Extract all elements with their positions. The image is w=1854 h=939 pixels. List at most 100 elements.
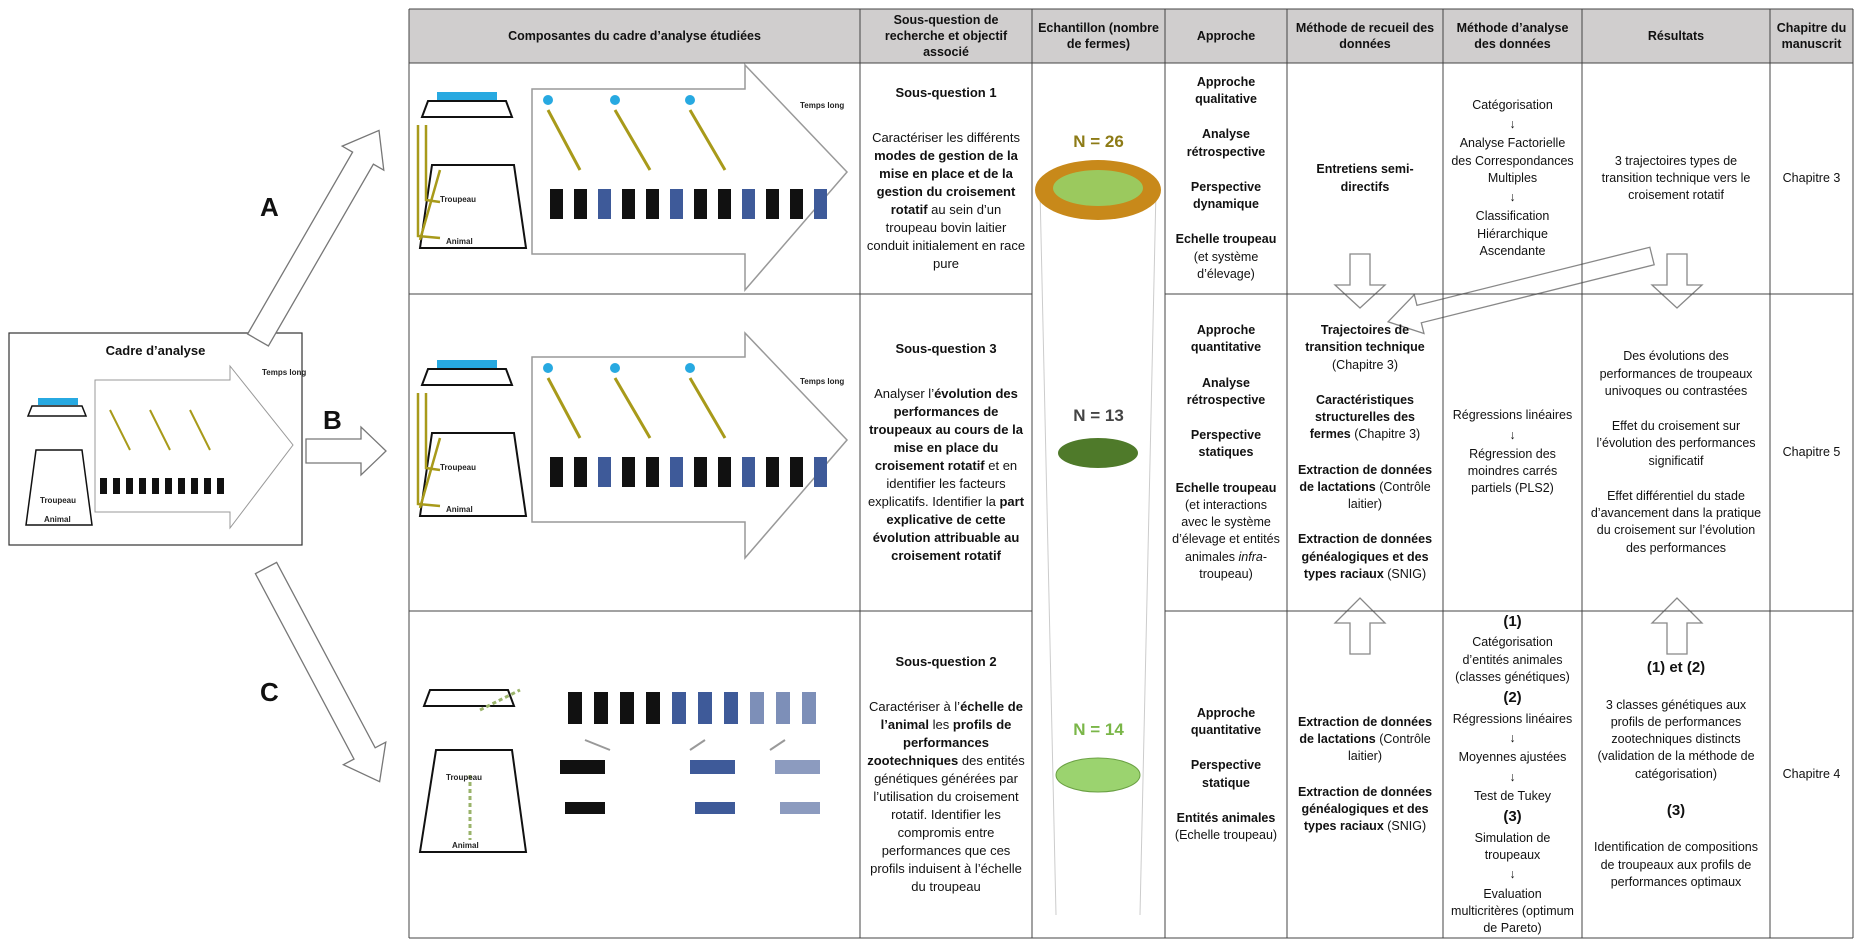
diagram-label: Troupeau	[440, 195, 476, 204]
text: (Chapitre 3)	[1332, 357, 1398, 372]
framework-title: Cadre d’analyse	[105, 342, 206, 358]
text: Régression des moindres carrés partiels …	[1467, 446, 1558, 496]
bold-text: échelle de l’animal	[880, 699, 1023, 733]
paragraph: ↓	[1509, 866, 1515, 883]
text: Test de Tukey	[1473, 788, 1552, 803]
paragraph: Analyse rétrospective	[1171, 375, 1281, 410]
diagram-bar	[790, 457, 803, 487]
diagram-label: Troupeau	[440, 463, 476, 472]
diagram-bar	[694, 189, 707, 219]
paragraph: (3)	[1503, 807, 1521, 828]
paragraph: Analyse rétrospective	[1171, 126, 1281, 161]
paragraph: Caractériser les différents modes de ges…	[866, 129, 1026, 273]
text: Régressions linéaires	[1452, 711, 1573, 726]
bold-text: Entretiens semi-directifs	[1316, 162, 1414, 194]
paragraph: Régression des moindres carrés partiels …	[1449, 446, 1576, 498]
bold-text: Extraction de données généalogiques et d…	[1297, 532, 1433, 581]
bold-text: Extraction de données de lactations	[1297, 714, 1433, 746]
paragraph: Echelle troupeau (et système d’élevage)	[1171, 231, 1281, 283]
paragraph: Des évolutions des performances de troup…	[1588, 348, 1764, 400]
bold-text: Echelle troupeau	[1175, 480, 1277, 495]
paragraph: Classification Hiérarchique Ascendante	[1449, 208, 1576, 260]
collection-cell: Trajectoires de transition technique (Ch…	[1287, 294, 1443, 611]
text: -troupeau)	[1199, 549, 1267, 581]
diagram-bar	[790, 189, 803, 219]
column-header: Composantes du cadre d’analyse étudiées	[508, 28, 761, 43]
text: Régressions linéaires	[1452, 408, 1573, 423]
text: infra	[1238, 549, 1263, 564]
chapter-cell: Chapitre 4	[1770, 611, 1853, 938]
diagram-bar	[594, 692, 608, 724]
diagram-label: Temps long	[262, 368, 306, 377]
diagram-bar	[750, 692, 764, 724]
diagram-bar	[814, 457, 827, 487]
diagram-bar	[574, 457, 587, 487]
diagram-label: Temps long	[800, 101, 844, 110]
paragraph: Perspective dynamique	[1171, 179, 1281, 214]
analysis-cell: Régressions linéaires ↓ Régression des moi…	[1443, 294, 1582, 611]
chapter-label: Chapitre 5	[1782, 444, 1841, 459]
diagram-bar	[766, 457, 779, 487]
paragraph: Catégorisation	[1472, 97, 1553, 114]
diagram-bar	[126, 478, 133, 494]
sample-size: N = 14	[1073, 720, 1124, 739]
bold-text: (3)	[1666, 801, 1686, 819]
text: Analyser l’	[874, 386, 935, 402]
column-header: Résultats	[1647, 28, 1705, 43]
paragraph: Identification de compositions de troupe…	[1588, 839, 1764, 891]
diagram-label: Animal	[452, 841, 479, 850]
text: et en identifier les facteurs explicatif…	[867, 458, 1018, 509]
collection-cell: Entretiens semi-directifs	[1287, 63, 1443, 294]
diagram-bar	[622, 457, 635, 487]
paragraph: 3 trajectoires types de transition techn…	[1588, 153, 1764, 205]
paragraph: Entretiens semi-directifs	[1293, 161, 1437, 196]
paragraph: Perspective statique	[1171, 757, 1281, 792]
diagram-bar	[670, 189, 683, 219]
paragraph: Extraction de données généalogiques et d…	[1293, 784, 1437, 836]
subquestion-cell: Sous-question 1 Caractériser les différen…	[860, 63, 1032, 294]
diagram-bar	[598, 457, 611, 487]
paragraph: Approche quantitative	[1171, 705, 1281, 740]
bold-text: (1)	[1503, 612, 1522, 630]
text: Des évolutions des performances de troup…	[1599, 349, 1753, 398]
branch-label: A	[260, 192, 279, 222]
analysis-cell: (1) Catégorisation d’entités animales (cl…	[1443, 611, 1582, 938]
diagram-bar	[139, 478, 146, 494]
paragraph: Analyse Factorielle des Correspondances …	[1449, 135, 1576, 187]
paragraph: (2)	[1503, 688, 1521, 709]
diagram-bar	[646, 457, 659, 487]
row-diagram	[416, 63, 849, 292]
text: des entités génétiques générées par l’ut…	[870, 753, 1025, 894]
branch-arrow	[305, 425, 387, 477]
text: (Echelle troupeau)	[1174, 828, 1278, 842]
text: Simulation de troupeaux	[1474, 830, 1551, 863]
analysis-cell: Catégorisation ↓ Analyse Factorielle des C…	[1443, 63, 1582, 294]
bold-text: Extraction de données généalogiques et d…	[1297, 784, 1433, 834]
paragraph: Sous-question 2	[895, 653, 996, 671]
approach-cell: Approche qualitative Analyse rétrospectiv…	[1165, 63, 1287, 294]
header-background	[409, 9, 1853, 63]
bold-text: Caractéristiques structurelles des ferme…	[1309, 392, 1416, 442]
diagram-bar	[568, 692, 582, 724]
diagram-bar	[178, 478, 185, 494]
bold-text: Perspective statiques	[1190, 428, 1262, 460]
paragraph: Simulation de troupeaux	[1449, 830, 1576, 865]
bold-text: Trajectoires de transition technique	[1305, 323, 1425, 355]
diagram-bar	[646, 692, 660, 724]
paragraph: Trajectoires de transition technique (Ch…	[1293, 322, 1437, 374]
diagram-bar	[742, 189, 755, 219]
chapter-cell: Chapitre 3	[1770, 63, 1853, 294]
text: Evaluation multicritères (optimum de Par…	[1451, 886, 1574, 936]
chapter-label: Chapitre 4	[1782, 766, 1841, 781]
paragraph: Extraction de données généalogiques et d…	[1293, 531, 1437, 583]
row-diagram	[418, 688, 820, 853]
diagram-bar	[550, 457, 563, 487]
diagram-bar	[670, 457, 683, 487]
diagram-bar	[718, 457, 731, 487]
paragraph: Effet différentiel du stade d’avancement…	[1588, 488, 1764, 557]
paragraph: Moyennes ajustées	[1459, 749, 1567, 766]
diagram-label: Troupeau	[40, 496, 76, 505]
paragraph: Extraction de données de lactations (Con…	[1293, 714, 1437, 766]
diagram-bar	[672, 692, 686, 724]
